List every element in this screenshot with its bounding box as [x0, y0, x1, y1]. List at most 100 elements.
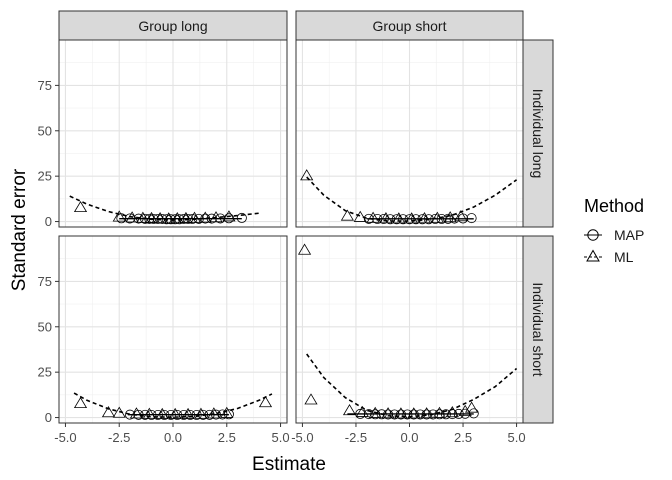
ml-point	[394, 407, 408, 419]
legend-label-map: MAP	[614, 227, 644, 243]
ml-point	[368, 406, 382, 418]
map-point	[185, 410, 196, 421]
ml-point	[458, 404, 472, 416]
x-tick-label: 0.0	[400, 430, 418, 445]
panel-data	[300, 169, 518, 225]
ml-point	[73, 396, 88, 409]
y-tick-label: 75	[38, 274, 52, 289]
map-point	[174, 214, 185, 225]
ml-point	[432, 406, 447, 418]
x-tick-label: 5.0	[508, 430, 526, 445]
x-axis-title: Estimate	[252, 454, 326, 475]
map-point	[148, 214, 159, 225]
x-tick-label: 2.5	[454, 430, 472, 445]
map-point	[402, 409, 413, 420]
y-tick-label: 25	[38, 169, 52, 184]
ml-point	[144, 211, 159, 223]
map-point	[430, 214, 441, 225]
map-point	[140, 213, 151, 224]
map-point	[159, 410, 170, 421]
ml-point	[155, 407, 169, 419]
ml-point	[392, 212, 406, 224]
row-strip-label: Individual long	[530, 89, 546, 179]
y-tick-label: 50	[38, 319, 52, 334]
map-point	[170, 214, 181, 225]
map-point	[453, 408, 464, 419]
map-point	[378, 214, 389, 225]
ml-point	[355, 405, 369, 417]
legend-key-map	[584, 229, 602, 241]
map-point	[211, 409, 222, 420]
legend-title: Method	[584, 196, 644, 216]
map-point	[440, 409, 451, 420]
ml-point	[136, 211, 150, 223]
map-point	[146, 410, 157, 421]
ml-point	[181, 407, 195, 419]
map-point	[116, 213, 127, 224]
x-tick-label: 0.0	[164, 430, 182, 445]
legend-circle-icon	[587, 229, 599, 241]
map-point	[206, 213, 217, 224]
ml-point	[101, 406, 116, 418]
y-tick-label: 25	[38, 365, 52, 380]
ml-point	[340, 209, 354, 221]
ml-point	[73, 200, 88, 213]
panel-group-long-individual-short	[58, 235, 288, 424]
ml-point	[198, 211, 212, 223]
y-tick-label: 50	[38, 123, 52, 138]
map-point	[124, 409, 135, 420]
map-point	[404, 214, 415, 225]
col-strip-label: Group long	[138, 18, 207, 34]
panel-data	[297, 243, 518, 420]
legend-key-ml	[584, 249, 602, 262]
map-point	[370, 409, 381, 420]
ml-point	[381, 407, 395, 419]
ml-point	[258, 396, 273, 408]
ml-fit-line	[73, 392, 273, 418]
map-point	[124, 213, 135, 224]
x-tick-label: -2.5	[108, 430, 130, 445]
map-point	[236, 212, 247, 223]
ml-fit-line	[306, 176, 518, 222]
ml-point	[179, 211, 193, 223]
panel-group-short-individual-long	[295, 39, 524, 228]
col-strip-group-short	[295, 10, 524, 41]
ml-point	[125, 211, 139, 223]
panel-group-short-individual-short	[295, 235, 524, 424]
y-axis-title: Standard error	[9, 168, 30, 291]
ml-point	[112, 406, 126, 418]
y-tick-label: 0	[45, 410, 52, 425]
ml-point	[407, 407, 421, 419]
ml-point	[168, 407, 182, 419]
panel-data	[73, 392, 273, 421]
ml-point	[443, 211, 457, 223]
ml-point	[209, 211, 223, 223]
map-point	[391, 214, 402, 225]
y-tick-label: 0	[45, 214, 52, 229]
panel-border	[58, 39, 288, 228]
ml-point	[454, 210, 468, 222]
x-tick-label: -5.0	[54, 430, 76, 445]
map-point	[468, 408, 479, 419]
map-point	[415, 409, 426, 420]
map-point	[389, 409, 400, 420]
ml-point	[297, 243, 312, 255]
map-point	[193, 213, 204, 224]
map-point	[165, 214, 176, 225]
ml-point	[222, 210, 236, 222]
map-point	[172, 410, 183, 421]
ml-point	[445, 406, 459, 418]
map-point	[133, 409, 144, 420]
ml-point	[465, 401, 479, 413]
map-point	[443, 213, 454, 224]
map-point	[152, 214, 163, 225]
ml-point	[366, 211, 380, 223]
map-point	[408, 409, 419, 420]
ml-point	[405, 212, 419, 224]
map-point	[428, 409, 439, 420]
ml-point	[170, 212, 184, 224]
map-point	[395, 409, 406, 420]
map-point	[434, 409, 445, 420]
map-point	[183, 214, 194, 225]
